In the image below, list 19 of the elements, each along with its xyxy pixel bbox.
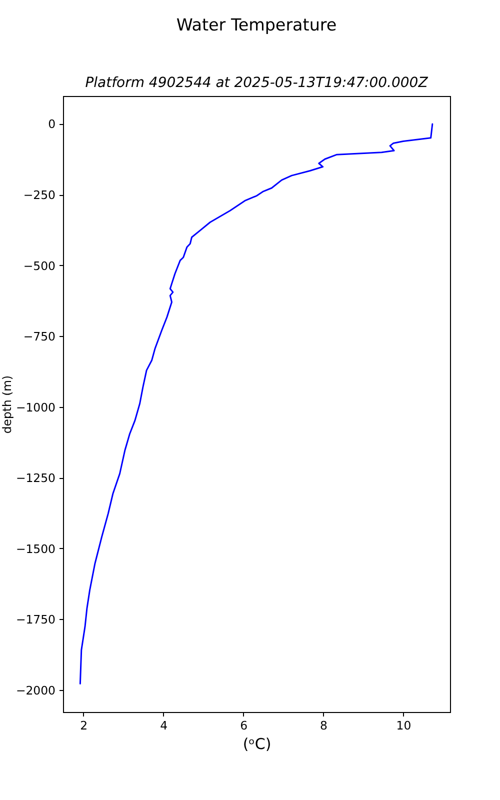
y-tick-label: −750 [23,330,56,344]
x-axis-title: (ᵒC) [242,735,272,754]
x-tick-label: 4 [160,718,168,732]
line-series [79,123,434,684]
y-tick-label: −500 [23,258,56,273]
y-tick-label: −250 [23,188,56,202]
x-tick-label: 2 [80,718,88,732]
y-tick-label: −2000 [16,683,56,698]
x-tick-label: 6 [240,718,248,732]
y-tick-label: −1500 [16,542,56,556]
y-axis-title: depth (m) [0,375,14,434]
y-tick-label: −1000 [16,400,56,414]
y-tick-label: −1250 [16,471,56,486]
x-tick-label: 10 [396,718,412,732]
x-tick-label: 8 [320,718,328,732]
chart-title: Water Temperature [176,14,337,34]
y-tick-label: −1750 [16,612,56,627]
chart-subtitle: Platform 4902544 at 2025-05-13T19:47:00.000Z [85,75,428,91]
y-tick-label: 0 [48,117,56,132]
